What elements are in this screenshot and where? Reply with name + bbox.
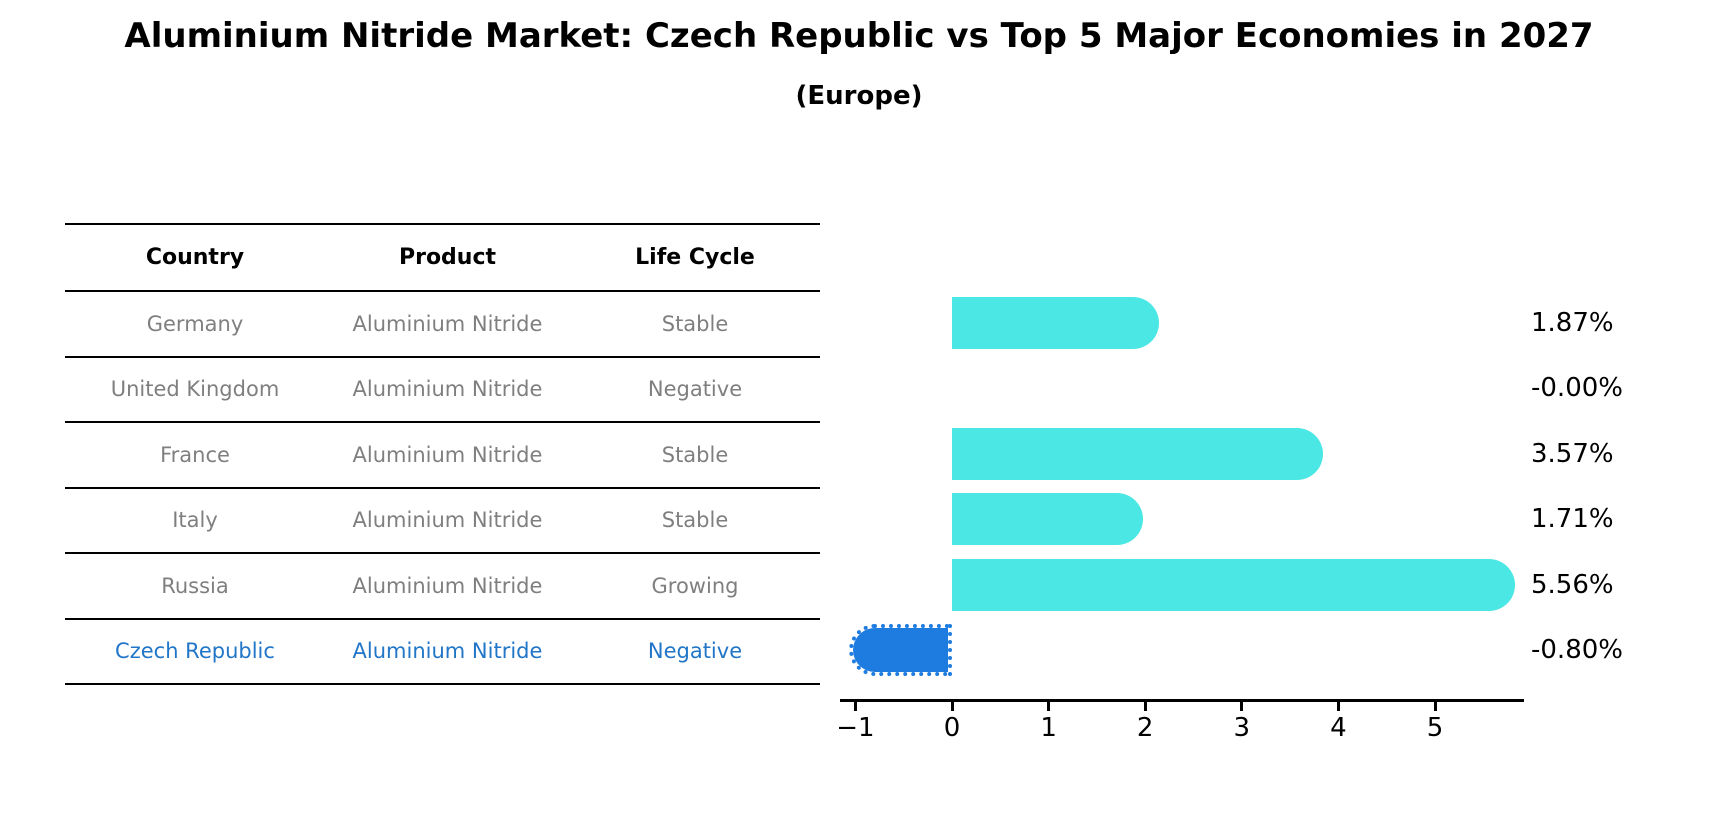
- x-axis-tick: [1336, 701, 1340, 711]
- x-axis-tick-label: 4: [1330, 713, 1347, 743]
- x-axis-tick: [1047, 701, 1051, 711]
- bar-czech-republic: [848, 624, 952, 676]
- table-cell-product: Aluminium Nitride: [352, 311, 543, 336]
- table-cell-country: Russia: [161, 573, 229, 598]
- value-label-italy: 1.71%: [1531, 504, 1614, 534]
- value-label-germany: 1.87%: [1531, 307, 1614, 338]
- chart-subtitle: (Europe): [795, 81, 923, 111]
- table-row-russia: Russia Aluminium Nitride Growing: [65, 554, 820, 620]
- table-cell-life_cycle: Negative: [647, 377, 743, 402]
- x-axis-tick: [1433, 701, 1437, 711]
- x-axis-tick-label: 2: [1136, 713, 1154, 743]
- x-axis-tick: [1143, 701, 1147, 711]
- table-cell-product: Aluminium Nitride: [352, 639, 543, 664]
- table-row-italy: Italy Aluminium Nitride Stable: [65, 489, 820, 554]
- table-row-germany: Germany Aluminium Nitride Stable: [65, 292, 820, 358]
- table-cell-country: Germany: [146, 311, 244, 336]
- table-cell-country: France: [160, 442, 230, 467]
- country-table: Country Product Life Cycle Germany Aluminium…: [65, 223, 820, 685]
- table-cell-product: Aluminium Nitride: [352, 442, 543, 467]
- bar-france: [952, 427, 1323, 480]
- table-header-cell-product: Product: [398, 245, 497, 270]
- table-cell-country: Italy: [172, 508, 218, 533]
- x-axis-tick: [950, 701, 954, 711]
- x-axis-tick-label: −1: [836, 713, 875, 743]
- value-label-united-kingdom: -0.00%: [1531, 373, 1623, 403]
- bar-russia: [952, 558, 1516, 611]
- x-axis-tick-label: 1: [1040, 713, 1057, 743]
- table-cell-product: Aluminium Nitride: [352, 377, 543, 402]
- x-axis-tick: [853, 701, 857, 711]
- table-cell-life_cycle: Growing: [651, 573, 739, 598]
- table-row-france: France Aluminium Nitride Stable: [65, 423, 820, 489]
- x-axis-tick-label: 5: [1426, 713, 1444, 743]
- bar-germany: [952, 296, 1159, 349]
- table-cell-life_cycle: Stable: [661, 442, 729, 467]
- x-axis-tick-label: 0: [943, 713, 961, 743]
- table-cell-product: Aluminium Nitride: [352, 573, 543, 598]
- table-cell-country: United Kingdom: [110, 377, 280, 402]
- table-cell-life_cycle: Stable: [661, 508, 729, 533]
- table-cell-country: Czech Republic: [115, 639, 275, 664]
- x-axis-tick-label: 3: [1233, 713, 1251, 743]
- table-cell-life_cycle: Stable: [661, 311, 729, 336]
- value-label-czech-republic: -0.80%: [1531, 635, 1623, 665]
- table-cell-product: Aluminium Nitride: [352, 508, 543, 533]
- table-header-row: Country Product Life Cycle: [65, 225, 820, 292]
- table-row-czech-republic: Czech Republic Aluminium Nitride Negative: [65, 620, 820, 685]
- x-axis-tick: [1240, 701, 1244, 711]
- bar-italy: [952, 493, 1144, 545]
- value-label-france: 3.57%: [1531, 438, 1614, 469]
- chart-title: Aluminium Nitride Market: Czech Republic…: [124, 16, 1594, 56]
- x-axis-line: [840, 699, 1524, 702]
- table-header-cell-life-cycle: Life Cycle: [635, 245, 755, 270]
- value-label-russia: 5.56%: [1531, 569, 1614, 600]
- table-cell-life_cycle: Negative: [647, 639, 743, 664]
- table-row-united-kingdom: United Kingdom Aluminium Nitride Negative: [65, 358, 820, 423]
- table-header-cell-country: Country: [145, 245, 245, 270]
